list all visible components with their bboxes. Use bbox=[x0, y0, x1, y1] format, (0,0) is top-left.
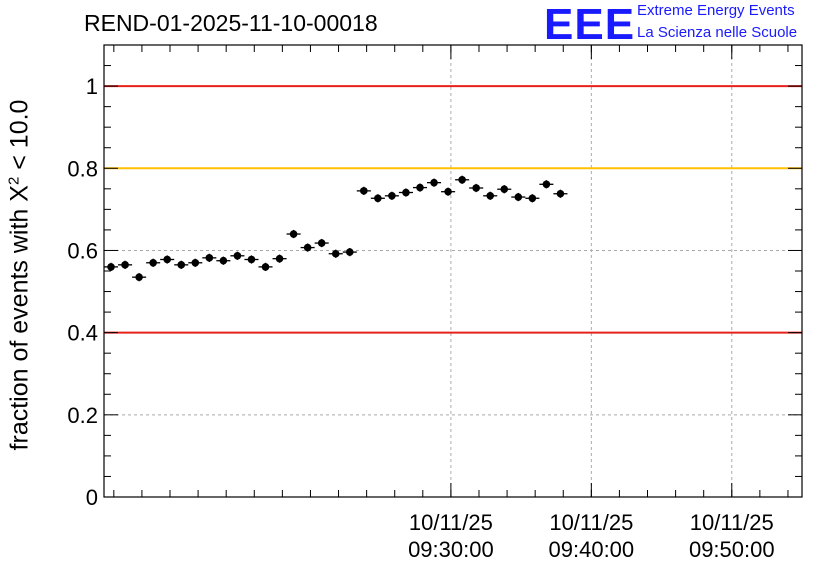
logo-text-line2: La Scienza nelle Scuole bbox=[637, 24, 798, 41]
x-tick-label-time: 09:50:00 bbox=[689, 537, 775, 562]
x-tick-label-time: 09:30:00 bbox=[408, 537, 494, 562]
data-point bbox=[500, 185, 509, 194]
data-point bbox=[556, 189, 565, 198]
y-tick-label: 0.2 bbox=[67, 403, 98, 428]
data-point bbox=[331, 249, 340, 258]
data-point bbox=[289, 230, 298, 238]
y-axis-label-sup: 2 bbox=[5, 176, 23, 186]
data-point bbox=[402, 188, 410, 197]
data-point bbox=[261, 263, 270, 271]
data-point bbox=[163, 255, 171, 264]
x-tick-label-date: 10/11/25 bbox=[549, 510, 633, 535]
data-point bbox=[303, 243, 312, 252]
y-tick-label: 0 bbox=[86, 485, 98, 510]
data-point bbox=[247, 255, 256, 264]
y-tick-label: 1 bbox=[86, 74, 98, 99]
data-point bbox=[149, 258, 157, 267]
x-tick-label-time: 09:40:00 bbox=[549, 537, 635, 562]
data-point bbox=[233, 251, 242, 260]
plot-frame bbox=[103, 44, 803, 498]
data-point bbox=[107, 263, 115, 271]
eee-logo: EEE bbox=[544, 0, 636, 49]
data-point bbox=[514, 193, 523, 201]
y-axis-label: fraction of events with X2 < 10.0 bbox=[5, 100, 34, 451]
data-point bbox=[121, 261, 129, 269]
data-point bbox=[486, 192, 495, 200]
y-tick-label: 0.4 bbox=[67, 321, 98, 346]
logo-text-line1: Extreme Energy Events bbox=[637, 2, 795, 19]
data-point bbox=[528, 194, 537, 203]
data-point bbox=[219, 256, 228, 265]
data-point bbox=[472, 184, 480, 192]
data-point bbox=[542, 180, 551, 189]
data-point bbox=[374, 194, 382, 203]
y-axis-label-suffix: < 10.0 bbox=[5, 99, 34, 177]
data-point bbox=[388, 192, 396, 200]
y-tick-label: 0.8 bbox=[67, 156, 98, 181]
y-axis-label-prefix: fraction of events with X bbox=[5, 185, 34, 451]
x-tick-label-date: 10/11/25 bbox=[690, 510, 774, 535]
y-tick-label: 0.6 bbox=[67, 238, 98, 263]
data-point bbox=[177, 261, 186, 269]
data-point bbox=[444, 187, 452, 196]
data-point bbox=[317, 239, 326, 247]
data-point bbox=[275, 254, 284, 263]
data-point bbox=[191, 258, 200, 267]
x-tick-label-date: 10/11/25 bbox=[409, 510, 493, 535]
data-point bbox=[416, 183, 424, 192]
data-point bbox=[135, 273, 143, 281]
data-point bbox=[360, 187, 368, 195]
chart-title: REND-01-2025-11-10-00018 bbox=[84, 10, 378, 36]
data-point bbox=[430, 178, 438, 187]
data-point bbox=[458, 175, 466, 184]
data-point bbox=[345, 248, 354, 256]
data-point bbox=[205, 254, 214, 262]
